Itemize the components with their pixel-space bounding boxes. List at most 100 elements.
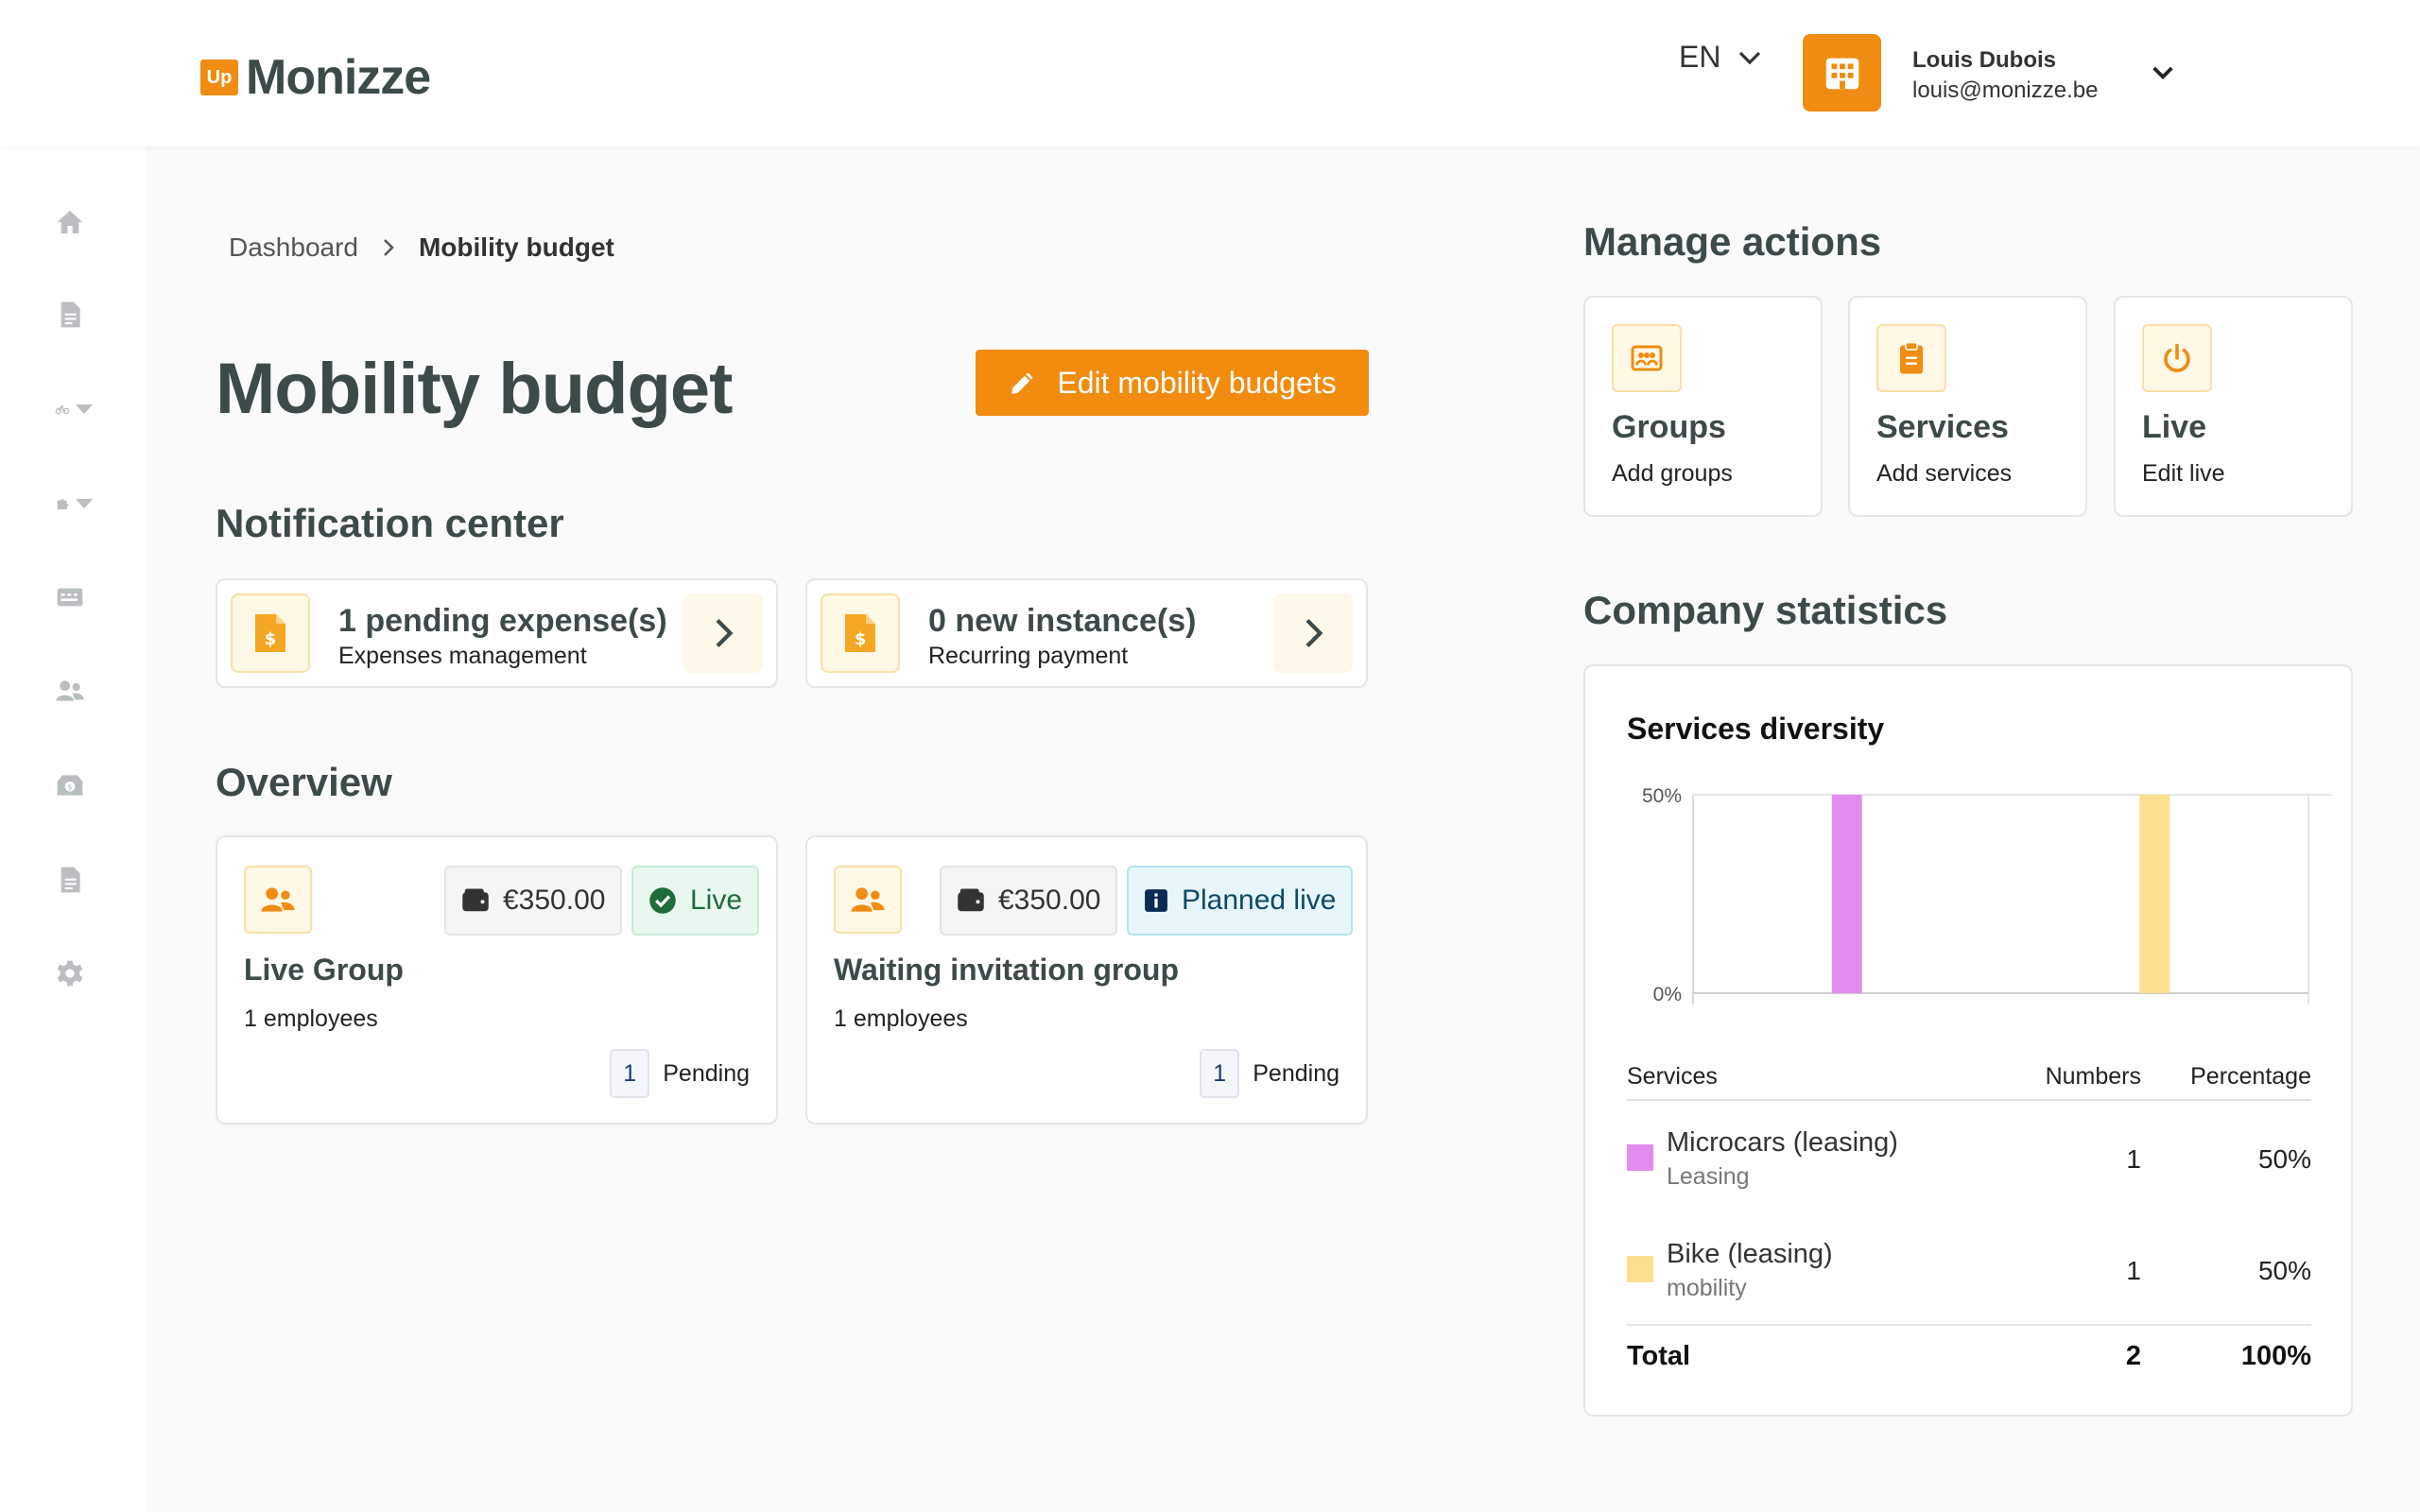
action-subtitle: Edit live [2142,460,2225,487]
pending-indicator: 1 Pending [1200,1049,1340,1098]
service-number: 1 [2126,1256,2141,1285]
service-category: Leasing [1667,1163,1750,1190]
info-icon [1145,889,1167,912]
overview-title: Overview [216,760,392,804]
group-employees: 1 employees [244,1005,378,1032]
pending-count: 1 [1200,1049,1240,1098]
svg-text:$: $ [67,783,72,792]
chevron-right-icon [384,239,394,256]
monizze-logo[interactable]: Up Monizze [200,49,431,106]
action-card-live[interactable]: Live Edit live [2114,296,2353,517]
budget-amount-chip: €350.00 [940,866,1118,936]
status-badge: Live [631,866,760,936]
y-tick-label: 0% [1653,984,1682,1005]
service-percentage: 50% [2257,1256,2311,1285]
breadcrumb-current: Mobility budget [418,232,614,262]
column-header-services: Services [1627,1063,1718,1090]
chevron-down-icon[interactable] [2148,57,2178,87]
company-avatar[interactable] [1803,34,1881,112]
services-diversity-card: Services diversity 50% 0% Services Number… [1583,664,2353,1417]
chart-bar[interactable] [2139,795,2170,993]
action-title: Live [2142,409,2207,445]
action-subtitle: Add groups [1612,460,1733,487]
manage-actions-title: Manage actions [1583,219,1882,264]
service-name: Bike (leasing) [1667,1239,1833,1269]
caret-down-icon [76,499,93,508]
page-title: Mobility budget [216,349,733,429]
table-header: Services Numbers Percentage [1627,1052,2311,1101]
group-name: Live Group [244,953,404,987]
wallet-icon [958,888,984,912]
group-card-live[interactable]: €350.00 Live Live Group 1 employees 1 Pe… [216,835,778,1125]
groups-icon [1612,324,1682,392]
group-card-waiting[interactable]: €350.00 Planned live Waiting invitation … [805,835,1368,1125]
service-percentage: 50% [2257,1144,2311,1174]
budget-amount: €350.00 [503,885,606,916]
check-circle-icon [649,887,676,914]
table-total-row: Total 2 100% [1627,1324,2311,1384]
money-box-icon[interactable]: $ [55,766,93,804]
report-icon[interactable] [55,861,93,899]
pencil-icon [1011,372,1034,394]
y-tick-label: 50% [1642,785,1682,807]
pending-label: Pending [1253,1059,1340,1087]
card-icon[interactable] [55,578,93,616]
svg-text:$: $ [265,629,277,649]
clipboard-icon [1876,324,1946,392]
status-badge: Planned live [1127,866,1354,936]
notification-center-title: Notification center [216,501,564,545]
legend-swatch [1627,1256,1653,1282]
pending-count: 1 [610,1049,650,1098]
company-statistics-title: Company statistics [1583,588,1948,632]
user-info[interactable]: Louis Dubois louis@monizze.be [1912,47,2098,104]
top-header: Up Monizze EN Louis Dubois louis@monizze… [0,0,2420,146]
chevron-right-icon[interactable] [1273,593,1353,673]
document-icon[interactable] [55,296,93,334]
notification-title: 0 new instance(s) [928,603,1197,639]
user-name: Louis Dubois [1912,47,2056,73]
total-number: 2 [2125,1341,2141,1371]
language-selector[interactable]: EN [1679,40,1764,75]
action-title: Groups [1612,409,1726,445]
pending-indicator: 1 Pending [610,1049,750,1098]
edit-button-label: Edit mobility budgets [1057,365,1337,400]
action-card-services[interactable]: Services Add services [1848,296,2087,517]
building-icon [1825,58,1858,90]
caret-down-icon [76,404,93,414]
column-header-percentage: Percentage [2190,1063,2311,1090]
budget-amount-chip: €350.00 [444,866,623,936]
puzzle-icon[interactable] [55,485,93,523]
sidebar: $ [0,146,147,1512]
notification-subtitle: Expenses management [338,643,587,669]
services-diversity-chart: 50% 0% [1642,785,2332,1005]
action-card-groups[interactable]: Groups Add groups [1583,296,1823,517]
notification-subtitle: Recurring payment [928,643,1129,669]
notification-card-expenses[interactable]: $ 1 pending expense(s) Expenses manageme… [216,578,778,688]
bike-icon[interactable] [55,390,93,428]
total-percentage: 100% [2240,1341,2311,1371]
home-icon[interactable] [55,203,93,241]
pending-label: Pending [663,1059,750,1087]
notification-card-recurring[interactable]: $ 0 new instance(s) Recurring payment [805,578,1368,688]
table-row: Bike (leasing) mobility 1 50% [1627,1212,2311,1324]
action-title: Services [1876,409,2009,445]
legend-swatch [1627,1144,1653,1171]
action-subtitle: Add services [1876,460,2013,487]
edit-mobility-budgets-button[interactable]: Edit mobility budgets [976,350,1369,416]
invoice-icon: $ [821,593,900,673]
service-category: mobility [1667,1275,1747,1301]
chart-bar[interactable] [1831,795,1862,993]
status-label: Planned live [1182,885,1337,916]
status-label: Live [690,885,743,916]
users-icon[interactable] [55,672,93,710]
services-diversity-title: Services diversity [1627,712,1885,746]
breadcrumb-dashboard[interactable]: Dashboard [229,232,358,262]
budget-amount: €350.00 [998,885,1101,916]
group-name: Waiting invitation group [834,953,1179,987]
chevron-down-icon [1739,51,1761,64]
settings-icon[interactable] [55,954,93,992]
power-icon [2142,324,2212,392]
chevron-right-icon[interactable] [683,593,763,673]
service-number: 1 [2126,1144,2141,1174]
wallet-icon [462,888,489,912]
